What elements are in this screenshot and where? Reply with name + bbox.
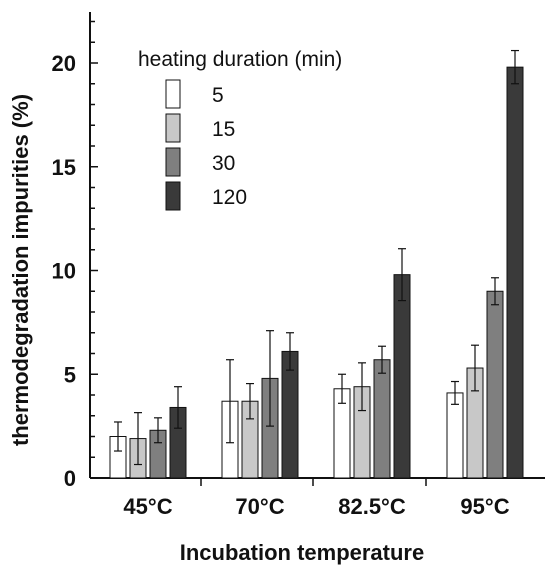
legend-title: heating duration (min)	[138, 48, 342, 71]
bar	[393, 274, 411, 479]
legend-swatch	[165, 113, 181, 143]
bar	[486, 290, 504, 479]
y-tick-label: 5	[64, 362, 76, 387]
x-tick-label: 82.5°C	[338, 494, 406, 519]
x-tick-label: 70°C	[235, 494, 284, 519]
x-tick-label: 45°C	[123, 494, 172, 519]
plot-area: 0 5 10 15 20 45°C 70°C 82.5°C 95°C	[52, 12, 545, 519]
legend: heating duration (min) 5 15 30 120	[138, 48, 342, 211]
legend-swatch	[165, 147, 181, 177]
legend-label: 5	[212, 84, 224, 107]
legend-swatch	[165, 79, 181, 109]
y-axis-title: thermodegradation impurities (%)	[8, 94, 33, 446]
legend-label: 30	[212, 152, 235, 175]
y-tick-label: 10	[52, 259, 76, 284]
legend-label: 120	[212, 186, 247, 209]
bar	[446, 392, 464, 479]
bar	[373, 359, 391, 479]
x-axis-title: Incubation temperature	[180, 540, 424, 565]
y-tick-label: 0	[64, 466, 76, 491]
y-tick-label: 15	[52, 155, 76, 180]
y-tick-label: 20	[52, 51, 76, 76]
bar	[506, 66, 524, 479]
x-tick-label: 95°C	[460, 494, 509, 519]
legend-swatch	[165, 181, 181, 211]
legend-label: 15	[212, 118, 235, 141]
